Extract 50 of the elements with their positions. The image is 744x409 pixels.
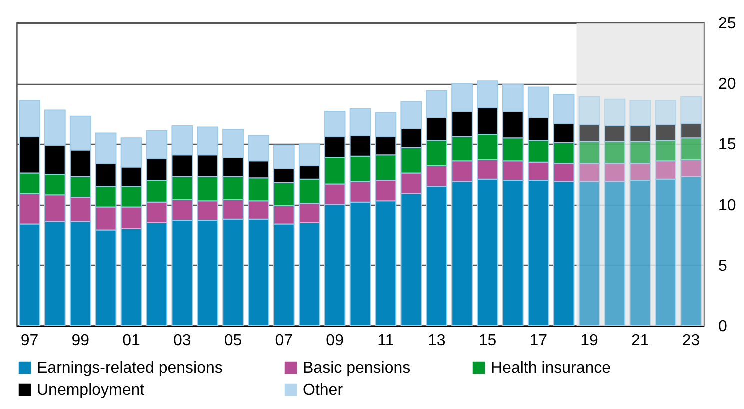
x-tick-label: 97 <box>20 332 39 350</box>
bar <box>655 160 677 180</box>
x-tick-label: 03 <box>173 332 192 350</box>
x-tick-label: 19 <box>580 332 598 350</box>
legend-label: Other <box>303 382 344 399</box>
bar <box>578 181 600 326</box>
bar <box>604 141 626 164</box>
y-tick-label: 5 <box>718 258 728 275</box>
bar <box>578 124 600 142</box>
legend-label: Earnings-related pensions <box>37 360 223 377</box>
bar <box>680 138 702 160</box>
y-tick-label: 20 <box>718 76 736 94</box>
x-tick-label: 05 <box>224 332 242 350</box>
x-tick-label: 15 <box>478 332 497 350</box>
bar <box>630 126 652 142</box>
bar <box>604 126 626 142</box>
x-tick-label: 07 <box>275 332 294 350</box>
bar <box>630 141 652 164</box>
bar <box>680 123 702 139</box>
legend-label: Unemployment <box>37 382 146 399</box>
bar <box>578 163 600 182</box>
bar <box>655 140 677 162</box>
x-tick-label: 01 <box>122 332 140 350</box>
bar <box>655 178 677 326</box>
bar <box>680 96 702 124</box>
bar <box>630 163 652 182</box>
bar <box>578 141 600 164</box>
bar <box>680 159 702 178</box>
bar <box>578 96 600 126</box>
x-tick-label: 21 <box>631 332 650 350</box>
x-tick-label: 09 <box>326 332 344 350</box>
x-tick-label: 11 <box>378 332 394 350</box>
y-tick-label: 0 <box>718 318 728 336</box>
y-tick-label: 25 <box>718 16 736 32</box>
bar <box>655 100 677 126</box>
x-tick-label: 13 <box>428 332 446 350</box>
bar <box>630 180 652 326</box>
bar <box>680 176 702 326</box>
bar <box>604 181 626 326</box>
legend-label: Basic pensions <box>303 360 411 377</box>
x-tick-label: 23 <box>682 332 700 350</box>
bar <box>630 100 652 127</box>
y-tick-label: 15 <box>718 136 736 154</box>
bar <box>655 124 677 142</box>
bar <box>604 98 626 127</box>
y-tick-label: 10 <box>718 197 736 214</box>
legend-label: Health insurance <box>491 360 612 377</box>
bar <box>604 163 626 182</box>
x-tick-label: 17 <box>530 332 548 350</box>
x-tick-label: 99 <box>72 332 90 350</box>
